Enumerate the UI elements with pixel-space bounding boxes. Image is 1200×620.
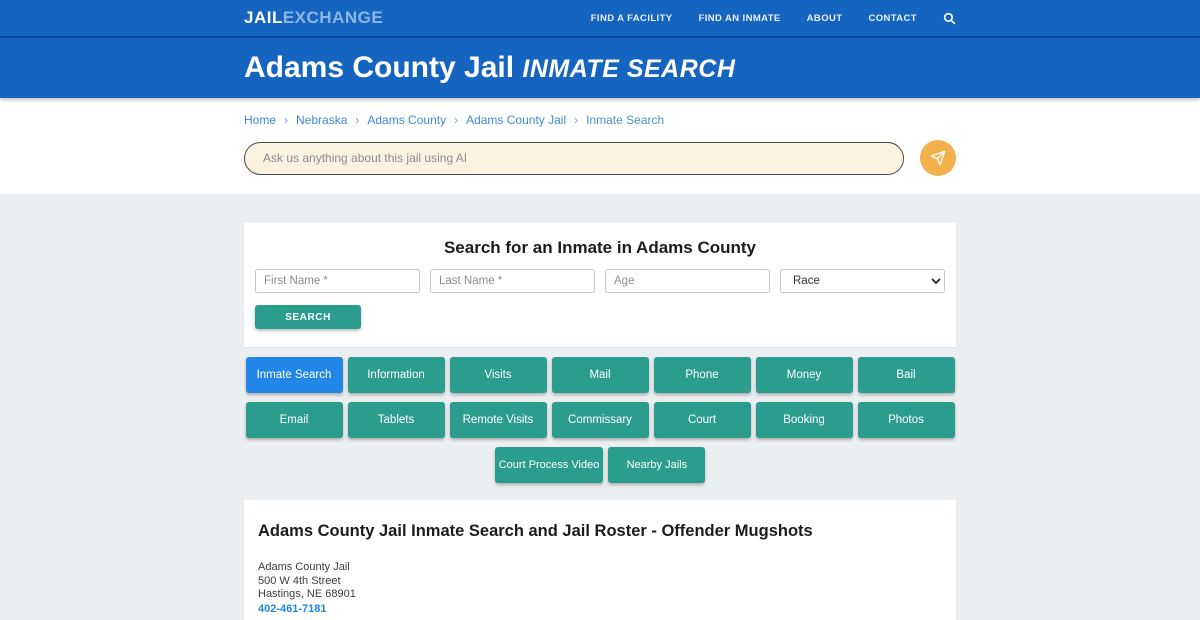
breadcrumb-county[interactable]: Adams County [367,113,447,127]
nav-contact[interactable]: CONTACT [868,12,917,24]
tab-bail[interactable]: Bail [857,357,955,393]
tab-email[interactable]: Email [245,402,343,438]
logo-text-exchange: EXCHANGE [282,8,384,27]
tab-visits[interactable]: Visits [449,357,547,393]
first-name-field[interactable] [255,269,420,293]
breadcrumb-current-page: Inmate Search [586,113,665,127]
jail-info-card: Adams County Jail Inmate Search and Jail… [244,500,956,620]
paper-plane-icon [930,150,946,166]
jail-section-tabs: Inmate Search Information Visits Mail Ph… [244,357,956,483]
search-card-title: Search for an Inmate in Adams County [443,238,757,257]
age-field[interactable] [605,269,770,293]
chevron-right-icon: › [454,113,459,127]
address-line-street: 500 W 4th Street [258,574,341,587]
main-content: Search for an Inmate in Adams County Rac… [0,194,1200,620]
chevron-right-icon: › [284,113,289,127]
address-line-name: Adams County Jail [258,561,350,573]
chevron-right-icon: › [574,113,579,127]
jail-phone-link[interactable]: 402-461-7181 [258,602,327,615]
search-icon[interactable] [943,12,956,25]
tab-photos[interactable]: Photos [857,402,955,438]
tab-phone[interactable]: Phone [653,357,751,393]
tab-commissary[interactable]: Commissary [551,402,649,438]
page-title: Adams County Jail INMATE SEARCH [244,51,956,85]
last-name-field[interactable] [430,269,595,293]
info-card-title: Adams County Jail Inmate Search and Jail… [258,522,813,540]
chevron-right-icon: › [355,113,360,127]
breadcrumb-state[interactable]: Nebraska [296,113,348,127]
tab-court[interactable]: Court [653,402,751,438]
tab-court-process-video[interactable]: Court Process Video [494,447,604,483]
tab-money[interactable]: Money [755,357,853,393]
page-subtitle: INMATE SEARCH [522,55,736,83]
jail-address: Adams County Jail 500 W 4th Street Hasti… [258,561,942,616]
address-line-city: Hastings, NE 68901 [258,588,356,600]
tab-inmate-search[interactable]: Inmate Search [245,357,343,393]
tab-tablets[interactable]: Tablets [347,402,445,438]
jailexchange-logo[interactable]: JAILEXCHANGE [244,8,383,28]
inmate-search-card: Search for an Inmate in Adams County Rac… [244,223,956,347]
nav-find-an-inmate[interactable]: FIND AN INMATE [698,12,781,24]
tab-booking[interactable]: Booking [755,402,853,438]
race-select[interactable]: Race [780,269,945,293]
ai-ask-bar [244,140,956,176]
tab-remote-visits[interactable]: Remote Visits [449,402,547,438]
top-navigation: FIND A FACILITY FIND AN INMATE ABOUT CON… [591,12,956,25]
search-fields: Race [255,269,945,293]
tab-nearby-jails[interactable]: Nearby Jails [608,447,706,483]
breadcrumb-home[interactable]: Home [244,113,277,127]
ai-question-input[interactable] [244,141,904,175]
facility-name: Adams County Jail [244,51,515,84]
nav-find-a-facility[interactable]: FIND A FACILITY [590,12,673,24]
tab-information[interactable]: Information [347,357,445,393]
breadcrumb-search-section: Home › Nebraska › Adams County › Adams C… [0,98,1200,194]
top-header: JAILEXCHANGE FIND A FACILITY FIND AN INM… [0,0,1200,38]
nav-about[interactable]: ABOUT [806,12,843,24]
breadcrumb: Home › Nebraska › Adams County › Adams C… [244,113,956,127]
logo-text-jail: JAIL [244,8,283,27]
tab-mail[interactable]: Mail [551,357,649,393]
ai-send-button[interactable] [920,140,956,176]
breadcrumb-jail[interactable]: Adams County Jail [466,113,567,127]
page-banner: Adams County Jail INMATE SEARCH [0,38,1200,98]
search-button[interactable]: SEARCH [255,305,361,329]
